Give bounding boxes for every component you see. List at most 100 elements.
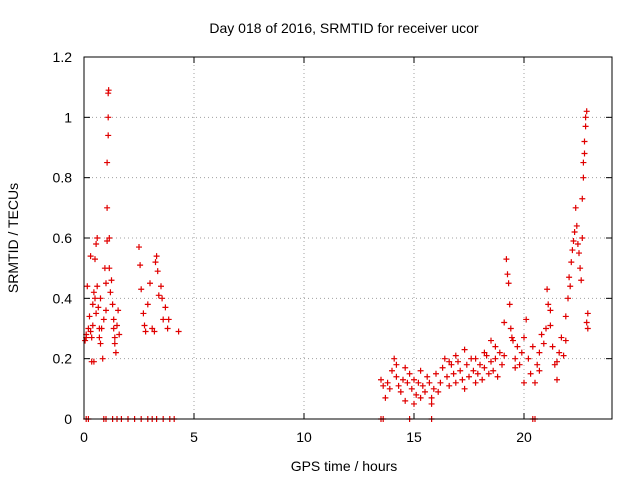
data-point [466,373,472,380]
data-point [547,322,554,329]
data-point [488,337,494,344]
data-point [488,358,494,365]
y-tick-label: 0.2 [53,351,73,367]
data-point [446,382,453,389]
data-point [430,385,437,392]
data-point [490,367,497,374]
data-point [472,379,479,386]
data-point [105,114,112,121]
data-point [481,349,488,356]
data-point [554,358,560,365]
data-point [518,349,525,356]
y-tick-label: 0 [64,411,72,427]
data-point [529,343,536,350]
data-point [104,159,111,166]
data-point [448,361,455,368]
data-point [415,379,422,386]
data-point [510,337,516,344]
data-point [105,87,112,94]
data-point [400,376,406,383]
x-tick-label: 10 [296,429,312,445]
data-point [450,370,457,377]
data-point [435,388,442,395]
data-point [501,352,508,359]
y-axis-label: SRMTID / TECUs [5,183,21,293]
data-point [85,325,92,332]
data-point [472,355,479,362]
data-point [89,322,96,329]
data-point [94,235,101,241]
data-point [582,114,589,121]
data-point [492,355,499,362]
data-point [573,222,580,229]
data-point [406,370,413,377]
data-point [479,376,486,383]
data-point [413,391,420,398]
data-point [105,132,112,139]
data-point [164,325,171,332]
data-point [506,301,513,308]
data-point [508,334,515,341]
data-point [104,238,111,245]
data-point [149,325,156,332]
data-point [580,159,587,166]
data-point [89,301,96,308]
data-point [527,370,534,377]
data-point [386,385,393,392]
data-point [441,355,448,362]
data-point [581,150,588,157]
data-point [96,334,103,341]
data-point [428,394,435,401]
data-point [578,277,585,284]
data-point [109,301,116,308]
data-point [84,283,91,290]
data-point [153,253,160,260]
data-point [494,373,501,380]
data-point [549,343,556,350]
data-point [576,250,582,257]
data-point [95,304,102,311]
data-point [411,376,417,383]
data-point [116,331,123,338]
data-point [138,286,145,293]
data-point [452,379,459,386]
data-point [560,352,567,359]
data-point [562,337,569,344]
data-point [402,364,409,371]
data-point [175,328,182,335]
data-point [461,385,468,392]
data-point [516,361,523,368]
x-tick-label: 5 [190,429,198,445]
data-point [547,307,554,314]
data-point [565,295,571,302]
data-point [446,358,453,365]
data-point [92,256,98,263]
data-point [162,304,169,311]
data-point [444,373,450,380]
data-point [568,259,575,266]
data-point [151,328,158,335]
data-point [540,340,547,347]
data-point [507,325,514,332]
data-point [512,355,519,362]
data-point [583,319,590,326]
data-point [562,313,569,320]
data-point [397,388,404,395]
data-point [419,382,426,389]
data-point [99,355,106,362]
data-point [395,382,402,389]
data-point [404,379,411,386]
data-point [142,328,149,335]
data-point [391,355,398,362]
data-point [165,316,172,323]
data-point [536,367,543,374]
y-tick-label: 1 [64,109,72,125]
data-point [574,241,581,248]
data-point [554,376,560,383]
data-point [411,400,417,407]
data-point [110,325,117,332]
data-point [408,385,415,392]
data-point [378,376,384,383]
data-point [521,334,527,341]
data-point [115,307,122,314]
